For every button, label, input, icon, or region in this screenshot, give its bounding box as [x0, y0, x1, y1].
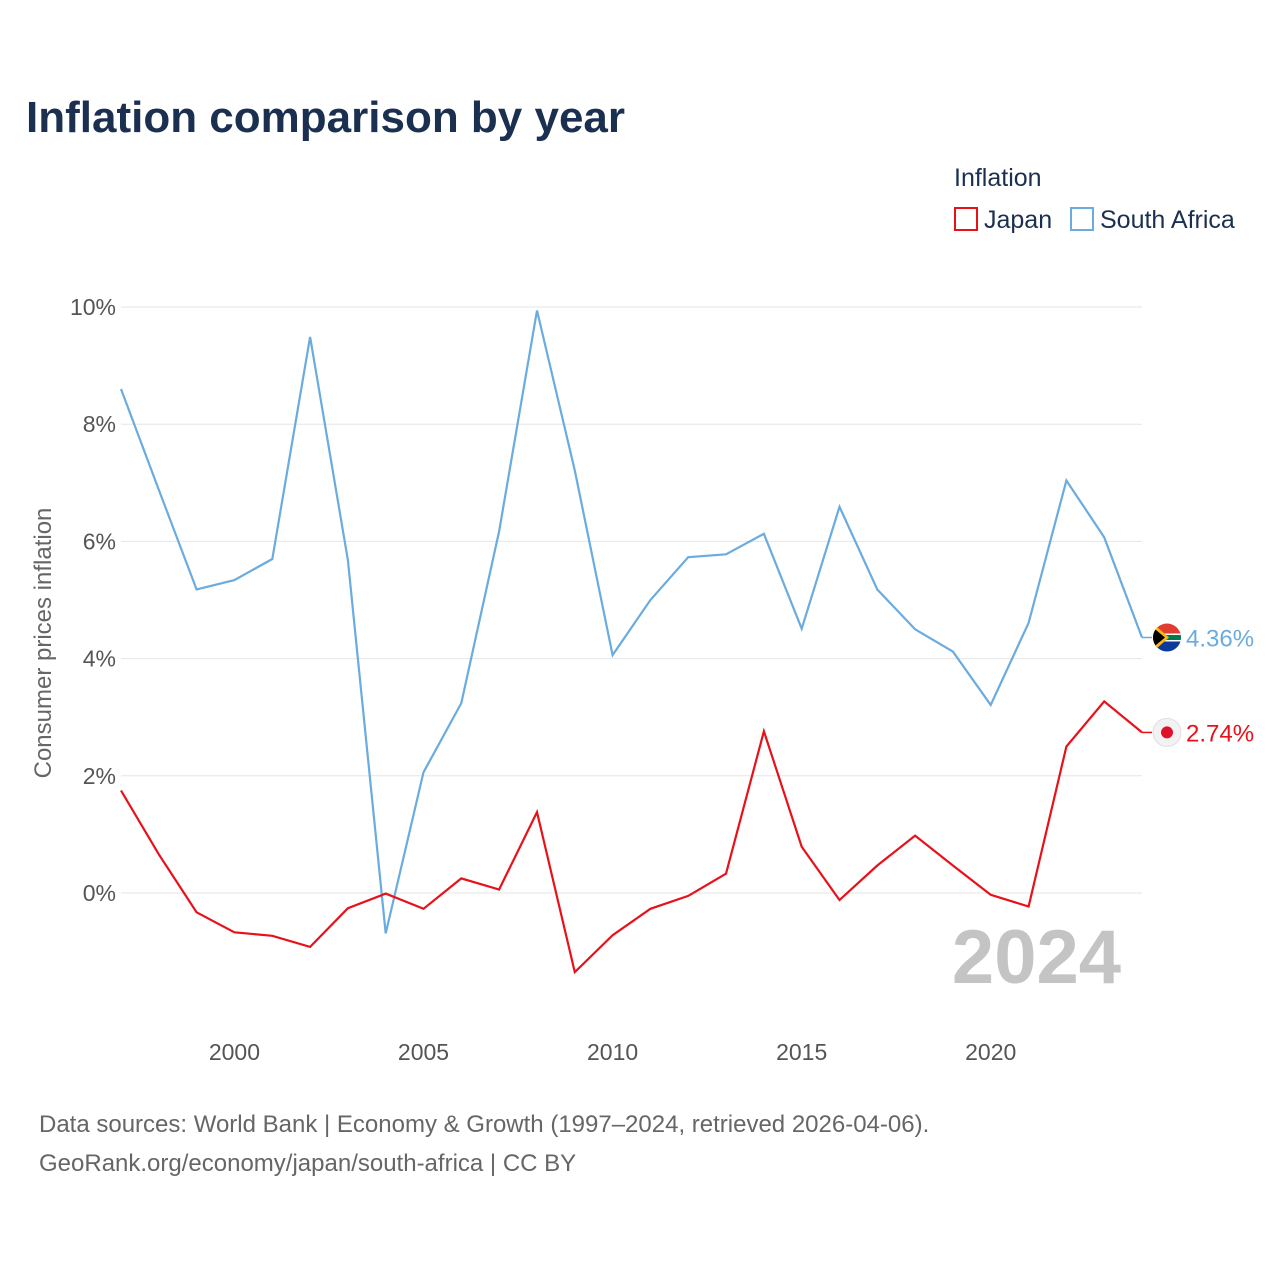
legend-item-japan[interactable]: Japan	[954, 206, 1052, 234]
y-tick-label: 4%	[83, 646, 116, 672]
legend-label-japan: Japan	[984, 206, 1052, 234]
y-tick-label: 0%	[83, 880, 116, 906]
y-tick-label: 6%	[83, 528, 116, 554]
end-value-label-south-africa: 4.36%	[1186, 626, 1254, 653]
japan-flag-icon	[1152, 717, 1182, 747]
series-line-south-africa	[119, 310, 1144, 934]
legend-title: Inflation	[954, 164, 1042, 192]
y-axis-ticks: 0% 2% 4% 6% 8% 10%	[70, 294, 116, 906]
x-tick-label: 2020	[965, 1039, 1016, 1065]
series-line-japan	[120, 699, 1143, 975]
chart-title: Inflation comparison by year	[26, 93, 625, 142]
y-axis-label: Consumer prices inflation	[30, 508, 57, 779]
gridlines	[121, 306, 1142, 894]
x-tick-label: 2010	[587, 1039, 638, 1065]
y-tick-label: 2%	[83, 763, 116, 789]
y-tick-label: 8%	[83, 411, 116, 437]
x-tick-label: 2000	[209, 1039, 260, 1065]
current-year-watermark: 2024	[952, 915, 1121, 1000]
x-tick-label: 2015	[776, 1039, 827, 1065]
legend-swatch-japan	[954, 207, 978, 231]
x-tick-label: 2005	[398, 1039, 449, 1065]
legend-swatch-south-africa	[1070, 207, 1094, 231]
end-value-label-japan: 2.74%	[1186, 720, 1254, 747]
legend-item-south-africa[interactable]: South Africa	[1070, 206, 1235, 234]
data-source-note: Data sources: World Bank | Economy & Gro…	[39, 1111, 929, 1138]
flag-black-triangle	[1153, 627, 1165, 648]
x-axis-ticks: 2000 2005 2010 2015 2020	[209, 1039, 1016, 1065]
y-tick-label: 10%	[70, 294, 116, 320]
series-end-markers: 2.74% 4.36%	[1142, 623, 1254, 747]
source-url: GeoRank.org/economy/japan/south-africa |…	[39, 1150, 576, 1177]
flag-sun	[1161, 726, 1173, 739]
south-africa-flag-icon	[1153, 623, 1181, 652]
series-layer	[119, 310, 1144, 975]
flag-body	[1153, 623, 1181, 652]
legend-label-south-africa: South Africa	[1100, 206, 1235, 234]
